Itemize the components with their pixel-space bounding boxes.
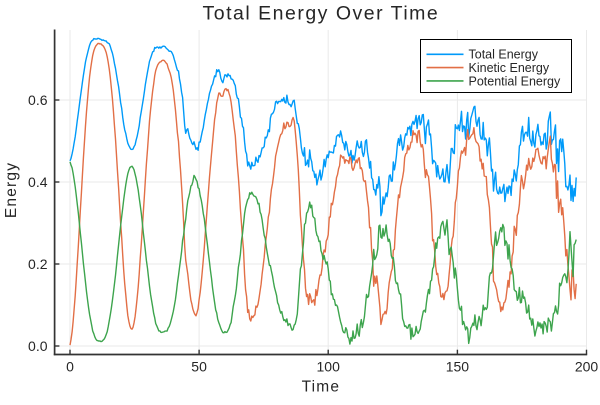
svg-text:50: 50: [191, 359, 207, 375]
svg-text:0.2: 0.2: [28, 256, 48, 272]
svg-text:0: 0: [66, 359, 74, 375]
svg-text:200: 200: [575, 359, 599, 375]
svg-text:Total Energy Over Time: Total Energy Over Time: [203, 3, 440, 25]
svg-text:Potential Energy: Potential Energy: [469, 74, 561, 88]
svg-text:Kinetic Energy: Kinetic Energy: [469, 61, 550, 75]
svg-text:0.4: 0.4: [28, 174, 48, 190]
svg-text:100: 100: [317, 359, 341, 375]
svg-text:0.0: 0.0: [28, 338, 48, 354]
svg-text:0.6: 0.6: [28, 92, 48, 108]
svg-text:Time: Time: [302, 379, 341, 396]
svg-text:Energy: Energy: [3, 162, 20, 218]
svg-text:Total Energy: Total Energy: [469, 48, 539, 62]
svg-text:150: 150: [446, 359, 470, 375]
